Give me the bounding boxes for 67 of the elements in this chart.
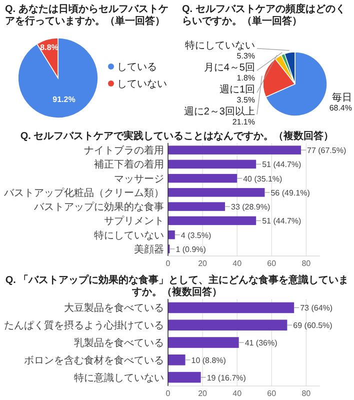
y-tick-label: バストアップ化粧品（クリーム類）	[3, 186, 164, 199]
data-label: 91.2%	[52, 95, 76, 104]
bar	[168, 174, 238, 183]
chart-title: Q. セルフバストケアの頻度はどのくらいですか。（単一回答）	[182, 3, 346, 27]
x-tick-label: 60	[267, 389, 277, 398]
y-tick-label: 補正下着の着用	[94, 158, 164, 171]
x-tick-label: 80	[302, 259, 312, 268]
data-label: 4 (3.5%)	[180, 230, 212, 240]
data-label: 1.8%	[236, 73, 255, 82]
x-tick-label: 0	[166, 389, 171, 398]
bar	[168, 188, 265, 197]
data-label: 51 (44.7%)	[262, 216, 302, 226]
data-label: 33 (28.9%)	[231, 202, 270, 212]
data-label: 5.3%	[236, 51, 255, 60]
y-tick-label: 美顔器	[134, 243, 164, 256]
slice-label: 毎日	[332, 92, 352, 104]
slice-label: 週に2～3回以上	[184, 105, 255, 118]
pie-slice	[265, 52, 328, 116]
bar	[168, 354, 186, 366]
data-label: 69 (60.5%)	[293, 321, 333, 330]
data-label: 68.4%	[329, 104, 352, 113]
bar	[168, 216, 256, 226]
bar	[168, 302, 294, 314]
y-tick-label: 大豆製品を食べている	[64, 302, 164, 314]
bar	[168, 230, 175, 240]
data-label: 40 (35.1%)	[243, 174, 283, 184]
data-label: 51 (44.7%)	[262, 160, 302, 170]
slice-label: 月に4～5回	[204, 62, 255, 74]
data-label: 3.5%	[236, 95, 255, 104]
x-tick-label: 20	[198, 259, 208, 268]
bar	[168, 146, 301, 154]
data-label: 56 (49.1%)	[270, 188, 310, 198]
data-label: 19 (16.7%)	[206, 373, 246, 382]
bar	[168, 337, 239, 348]
bar	[168, 202, 225, 211]
data-label: 73 (64%)	[300, 304, 333, 313]
x-tick-label: 40	[232, 389, 242, 398]
chart-title: Q. 「バストアップに効果的な食事」として、主にどんな食事を意識していますか。（複数回答）	[5, 274, 349, 298]
y-tick-label: 特に意識していない	[74, 372, 164, 384]
data-label: 1 (0.9%)	[176, 244, 206, 254]
x-tick-label: 80	[302, 389, 312, 398]
legend-label: していない	[117, 79, 167, 90]
y-tick-label: たんぱく質を摂るよう心掛けている	[4, 320, 164, 332]
bar	[168, 372, 201, 383]
y-tick-label: マッサージ	[114, 174, 164, 185]
y-tick-label: 乳製品を食べている	[74, 337, 164, 349]
x-tick-label: 60	[267, 259, 277, 268]
slice-label: 特にしていない	[185, 39, 255, 52]
pie-slice	[18, 38, 98, 118]
data-label: 10 (8.8%)	[191, 356, 226, 365]
bar	[168, 320, 288, 330]
chart-title: Q. あなたは日頃からセルフバストケアを行っていますか。（単一回答）	[5, 4, 168, 27]
y-tick-label: 特にしていない	[94, 229, 164, 242]
legend-label: している	[117, 62, 157, 73]
x-tick-label: 40	[232, 259, 242, 268]
y-tick-label: ボロンを含む食材を食べている	[24, 354, 164, 366]
data-label: 21.1%	[232, 117, 255, 126]
y-tick-label: バストアップに効果的な食事	[33, 201, 164, 214]
bar	[168, 160, 256, 169]
data-label: 41 (36%)	[244, 338, 278, 348]
chart-title: Q. セルフバストケアで実践していることはなんですか。（複数回答）	[20, 130, 334, 142]
slice-label: 週に1回	[219, 84, 255, 96]
x-tick-label: 20	[198, 389, 208, 398]
y-tick-label: ナイトブラの着用	[84, 144, 164, 157]
y-tick-label: サプリメント	[104, 215, 164, 228]
x-tick-label: 0	[166, 259, 171, 268]
data-label: 77 (67.5%)	[307, 146, 346, 156]
